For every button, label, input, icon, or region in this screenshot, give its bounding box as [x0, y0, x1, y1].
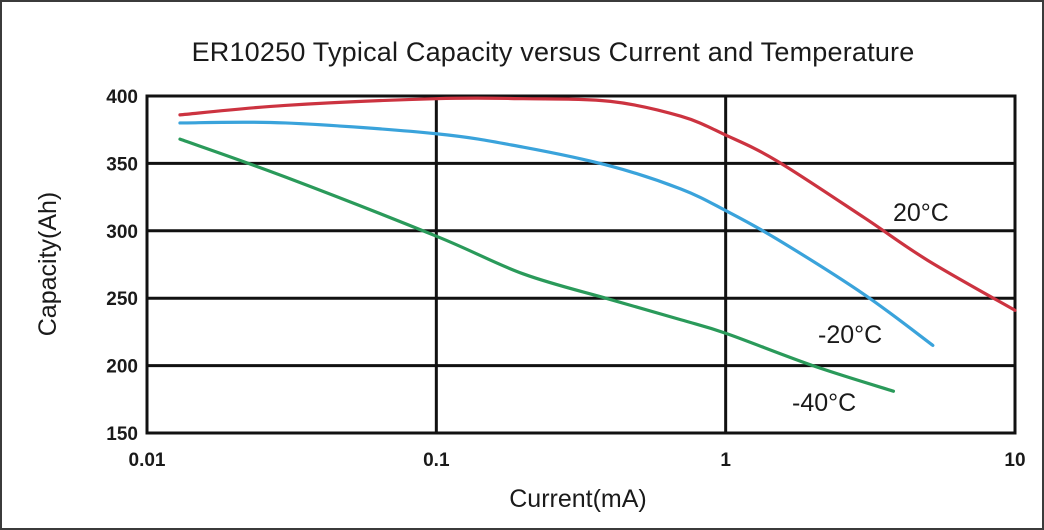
x-tick-label: 1 [720, 450, 731, 471]
x-tick-label: 10 [1004, 450, 1025, 471]
x-tick-label: 0.01 [129, 450, 166, 471]
x-tick-label: 0.1 [423, 450, 450, 471]
plot-background [147, 96, 1015, 433]
series-label-0: 20°C [893, 199, 949, 227]
tick-labels: 150 200 250 300 350 400 0.01 0.1 1 10 [106, 87, 1025, 471]
grid-lines [145, 94, 1017, 435]
y-tick-label: 150 [106, 424, 138, 445]
y-tick-label: 300 [106, 222, 138, 243]
series-labels: 20°C -20°C -40°C [792, 199, 949, 417]
series-line-1 [178, 120, 935, 347]
series-group [178, 96, 1017, 393]
y-tick-label: 250 [106, 289, 138, 310]
y-tick-label: 400 [106, 87, 138, 108]
series-line-0 [178, 96, 1017, 312]
plot-border [145, 94, 1017, 435]
series-line-2 [178, 137, 896, 393]
series-label-2: -40°C [792, 389, 856, 417]
x-axis-label: Current(mA) [509, 485, 647, 513]
series-label-1: -20°C [818, 321, 882, 349]
y-tick-label: 200 [106, 357, 138, 378]
plot-area [147, 96, 1015, 433]
y-tick-label: 350 [106, 154, 138, 175]
chart-title: ER10250 Typical Capacity versus Current … [192, 37, 915, 67]
y-axis-label: Capacity(Ah) [34, 192, 62, 337]
